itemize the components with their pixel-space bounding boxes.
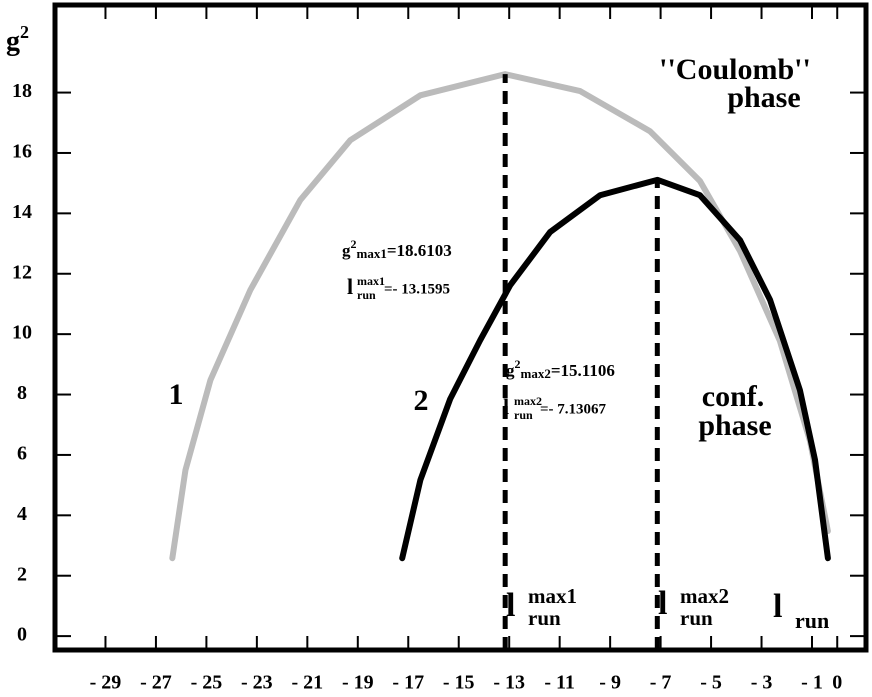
x-tick-label: - 21 [291, 672, 323, 694]
y-tick-label: 4 [17, 503, 27, 525]
peak-label: l [503, 394, 509, 419]
curve [399, 176, 831, 562]
text: g [342, 241, 351, 260]
axis-mark-label: l [773, 588, 782, 625]
y-tick-label: 14 [12, 201, 32, 223]
peak-label: =- 13.1595 [384, 281, 450, 297]
y-tick-label: 8 [17, 382, 27, 404]
axis-mark-label: run [680, 606, 713, 630]
axis-mark-label: max1 [528, 584, 577, 608]
x-tick-label: - 3 [751, 672, 773, 694]
text: max1 [357, 246, 387, 261]
x-tick-label: - 13 [493, 672, 525, 694]
curve [169, 71, 831, 562]
x-tick-label: - 9 [599, 672, 621, 694]
region-label: phase [698, 409, 771, 442]
peak-label: l [347, 274, 353, 299]
x-tick-label: - 19 [342, 672, 374, 694]
x-tick-label: - 25 [191, 672, 223, 694]
text: =15.1106 [551, 361, 615, 380]
text: max2 [521, 366, 551, 381]
x-tick-label: - 7 [650, 672, 672, 694]
axis-mark-label: l [658, 585, 667, 622]
y-tick-label: 0 [17, 624, 27, 646]
axis-mark-label: run [795, 608, 829, 633]
text: =18.6103 [387, 241, 452, 260]
peak-label: max1 [357, 274, 385, 288]
y-tick-label: 10 [12, 322, 32, 344]
curve-label: 2 [414, 384, 429, 417]
x-tick-label: - 5 [700, 672, 722, 694]
curve-label: 1 [169, 378, 184, 411]
x-tick-label: - 17 [392, 672, 424, 694]
axis-mark-label: l [506, 587, 515, 624]
region-label: phase [727, 81, 800, 114]
peak-label: max2 [514, 394, 542, 408]
text: 2 [351, 237, 357, 251]
y-tick-label: 16 [12, 141, 32, 163]
plot-frame [52, 2, 869, 653]
x-tick-label: - 15 [443, 672, 475, 694]
y-tick-label: 12 [12, 261, 32, 283]
y-tick-label: 6 [17, 443, 27, 465]
peak-label: run [514, 408, 533, 422]
y-axis-label: g2 [6, 22, 29, 57]
peak-label: run [357, 288, 376, 302]
text: g [506, 361, 515, 380]
region-label: ''Coulomb'' [659, 53, 811, 86]
y-tick-label: 2 [17, 563, 27, 585]
x-tick-label: - 23 [241, 672, 273, 694]
y-tick-label: 18 [12, 80, 32, 102]
peak-label: g2max1=18.6103 [342, 237, 452, 261]
peak-label: g2max2=15.1106 [506, 357, 615, 381]
x-tick-label: - 1 [801, 672, 823, 694]
region-label: conf. [702, 380, 765, 413]
axis-mark-label: max2 [680, 584, 729, 608]
x-tick-label: - 11 [544, 672, 575, 694]
x-tick-label: - 27 [140, 672, 172, 694]
peak-label: =- 7.13067 [540, 401, 607, 417]
text: 2 [515, 357, 521, 371]
x-tick-label: - 29 [90, 672, 122, 694]
x-tick-label: 0 [832, 672, 842, 694]
y-label-sup: 2 [20, 22, 29, 42]
axis-mark-label: run [528, 606, 561, 630]
y-label-base: g [6, 26, 20, 57]
